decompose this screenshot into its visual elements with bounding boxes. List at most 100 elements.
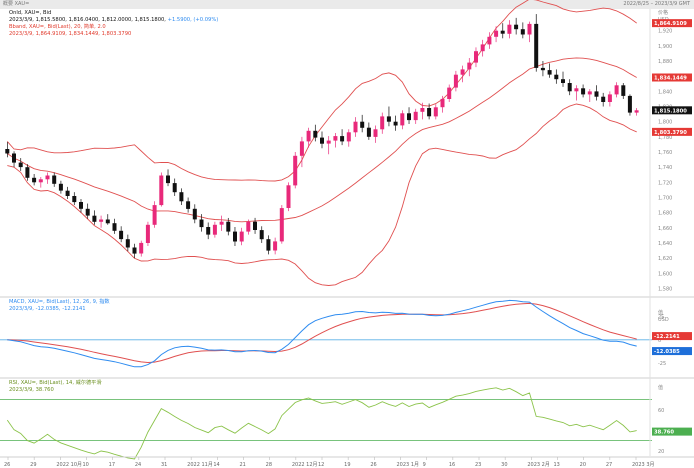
candle-body: [239, 231, 244, 242]
candle-body: [433, 107, 438, 117]
candle-body: [233, 231, 237, 242]
candle-body: [105, 219, 110, 224]
candle-body: [266, 239, 271, 251]
macd-axis-tick: 25: [658, 315, 664, 321]
candle-body: [427, 108, 432, 117]
candle-body: [85, 208, 90, 216]
candle-body: [313, 130, 318, 138]
candle-body: [18, 162, 23, 168]
candle-body: [320, 137, 324, 144]
price-axis-tick: 1,900: [658, 44, 672, 50]
candle-body: [520, 29, 525, 35]
price-tag-last: 1,815.1800: [654, 108, 687, 114]
price-legend-change: +1.5900, (+0.09%): [165, 17, 219, 23]
rsi-tag: 38.760: [654, 430, 674, 436]
candle-body: [587, 91, 592, 95]
candle-body: [25, 167, 30, 178]
price-axis-tick: 1,640: [658, 241, 672, 247]
candle-body: [259, 230, 264, 240]
candle-body: [52, 175, 57, 184]
date-axis-label: 26: [4, 462, 10, 468]
candle-body: [333, 136, 338, 141]
macd-legend-title: MACD, XAU=, Bid(Last), 12, 26, 9, 指数: [9, 299, 110, 305]
candle-body: [112, 223, 117, 231]
candle-body: [72, 196, 77, 203]
rsi-line: [6, 387, 637, 460]
macd-tag-signal: -12.2141: [654, 334, 680, 340]
date-axis-label: 2023 1月: [397, 462, 420, 468]
candle-body: [440, 98, 445, 108]
candle-body: [5, 149, 10, 154]
candle-body: [487, 36, 492, 45]
date-axis-label: 29: [30, 462, 36, 468]
price-legend-title: Onld, XAU=, Bid: [9, 10, 52, 16]
window-title-bar: 概要 XAU= 2022/8/25 – 2023/3/9 GMT: [0, 0, 694, 9]
date-axis-label: 27: [606, 462, 612, 468]
candle-body: [607, 94, 612, 102]
price-axis-tick: 1,700: [658, 195, 672, 201]
candle-body: [467, 62, 472, 70]
date-axis-label: 12: [318, 462, 324, 468]
candle-body: [159, 175, 164, 206]
candle-body: [12, 153, 16, 163]
price-axis-tick: 1,840: [658, 89, 672, 95]
date-axis-label: 19: [344, 462, 350, 468]
date-range: 2022/8/25 – 2023/3/9 GMT: [623, 1, 690, 7]
candle-body: [373, 129, 378, 137]
date-axis-label: 14: [213, 462, 219, 468]
date-axis-label: 26: [370, 462, 376, 468]
candle-body: [621, 85, 626, 96]
macd-axis-tick: 0: [658, 338, 661, 344]
rsi-legend-title: RSI, XAU=, Bid(Last), 14, 威尔德平滑: [9, 380, 102, 386]
candle-body: [58, 183, 63, 191]
candle-body: [567, 83, 572, 92]
candle-body: [554, 74, 559, 80]
candle-body: [293, 155, 298, 186]
candle-body: [453, 74, 458, 88]
date-axis-label: 28: [266, 462, 272, 468]
price-axis-tick: 1,760: [658, 150, 672, 156]
candle-body: [581, 88, 586, 95]
rsi-axis-unit: 值: [658, 384, 663, 391]
candle-body: [534, 23, 539, 68]
candle-body: [507, 24, 512, 34]
candle-body: [601, 96, 606, 102]
price-legend: Onld, XAU=, Bid 2023/3/9, 1,815.5800, 1,…: [9, 10, 218, 38]
price-tag-upper: 1,864.9109: [654, 21, 687, 27]
price-axis-tick: 1,800: [658, 120, 672, 126]
bband-middle-line: [7, 57, 637, 223]
candle-body: [460, 69, 465, 75]
rsi-axis-tick: 20: [658, 449, 664, 455]
candle-body: [279, 208, 284, 242]
candle-body: [206, 227, 211, 235]
price-pane: [5, 0, 639, 286]
candle-body: [273, 241, 278, 251]
date-axis-label: 2022 11月: [187, 462, 213, 468]
candle-body: [614, 85, 619, 95]
date-axis-label: 2023 2月: [527, 462, 550, 468]
macd-legend: MACD, XAU=, Bid(Last), 12, 26, 9, 指数 202…: [9, 299, 110, 313]
bband-legend-values: 2023/3/9, 1,864.9109, 1,834.1449, 1,803.…: [9, 31, 132, 37]
macd-pane: [0, 299, 652, 368]
price-axis-unit: 价格: [658, 9, 668, 16]
price-tag-middle: 1,834.1449: [654, 75, 687, 81]
candle-body: [79, 202, 83, 209]
price-tag-middle-bg: [652, 73, 692, 82]
rsi-axis-tick: 60: [658, 408, 664, 414]
candle-body: [179, 192, 184, 202]
axes: 价格USD1,9201,9001,8801,8601,8401,8201,800…: [0, 9, 694, 468]
macd-legend-values: 2023/3/9, -12.0385, -12.2141: [9, 306, 86, 312]
candle-body: [340, 136, 345, 142]
price-tag-lower: 1,803.3790: [654, 130, 687, 136]
candle-body: [219, 221, 224, 225]
candle-body: [132, 247, 137, 254]
candle-body: [500, 30, 505, 34]
price-axis-tick: 1,880: [658, 59, 672, 65]
candle-body: [226, 221, 231, 232]
macd-axis-tick: -25: [658, 361, 666, 367]
date-axis-label: 20: [580, 462, 586, 468]
price-axis-tick: 1,600: [658, 271, 672, 277]
candle-body: [92, 215, 97, 222]
date-axis-label: 30: [501, 462, 507, 468]
